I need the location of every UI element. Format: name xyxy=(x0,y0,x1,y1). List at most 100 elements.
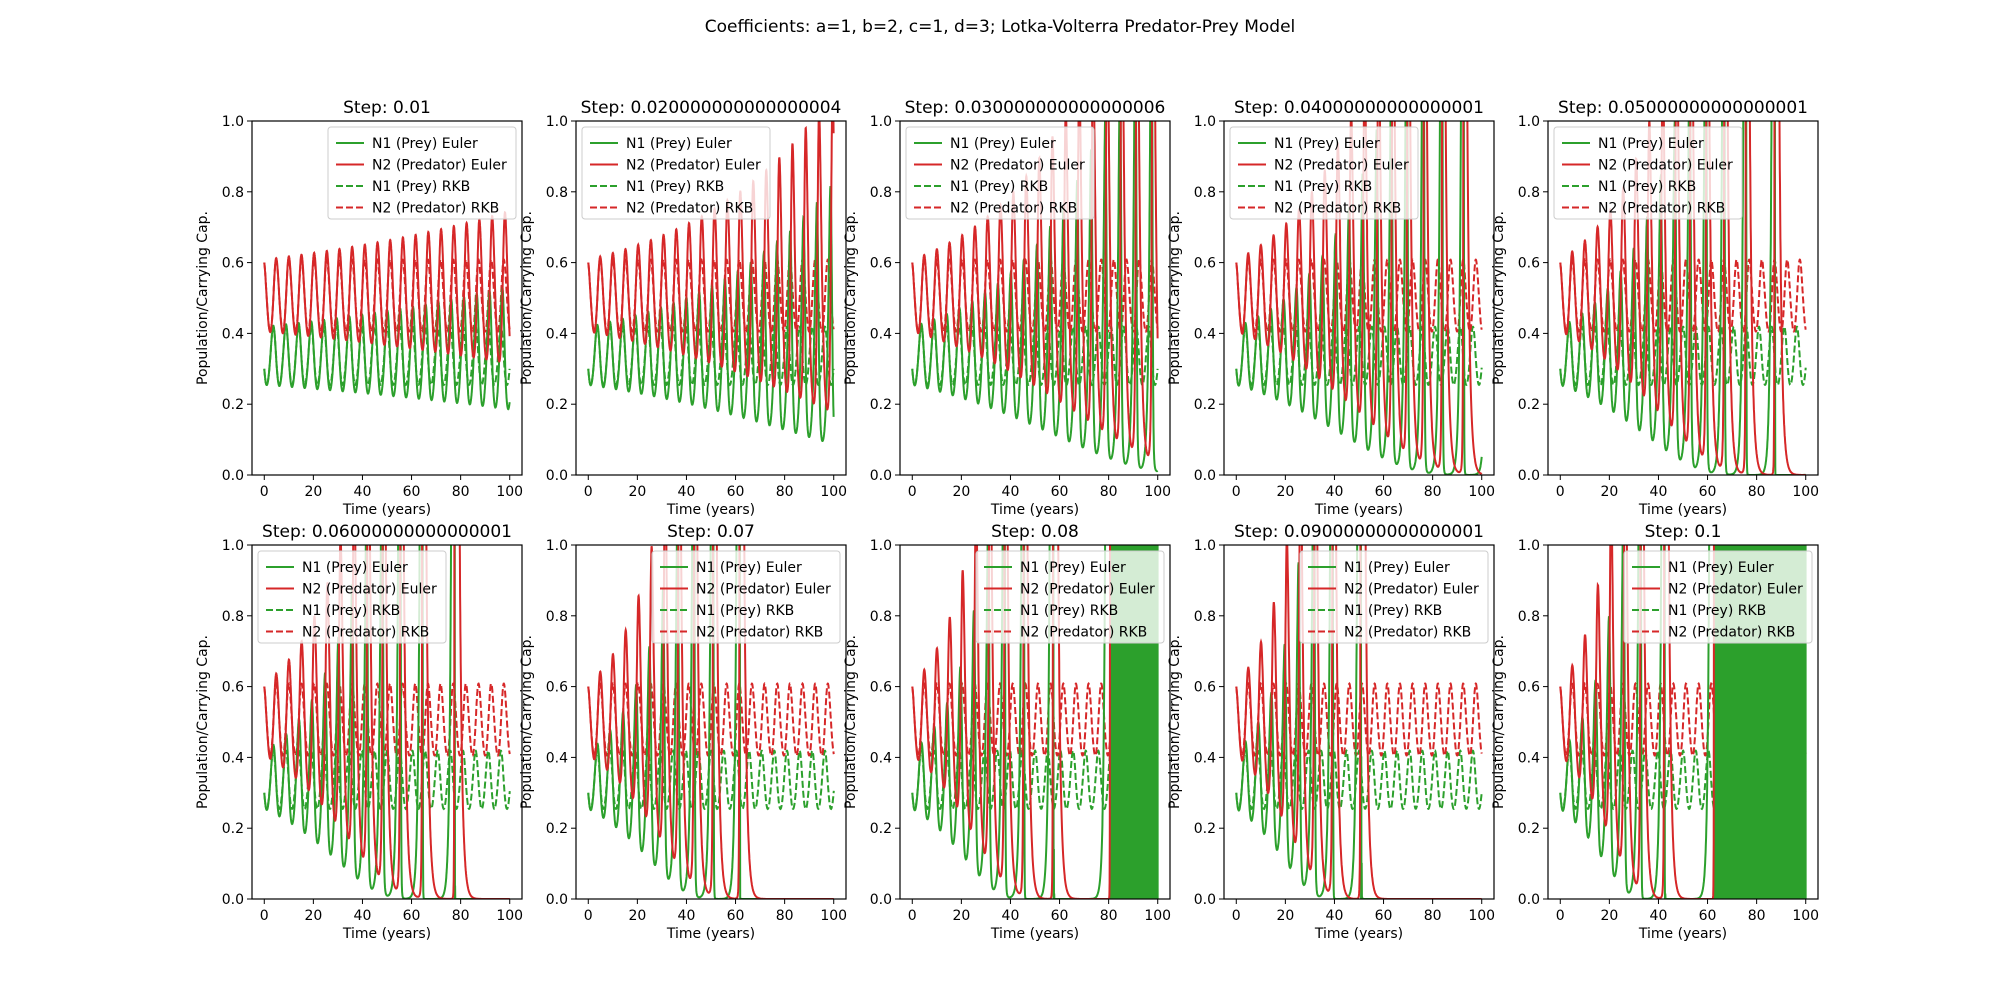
y-tick-label: 0.8 xyxy=(222,609,244,625)
y-axis-label: Population/Carrying Cap. xyxy=(519,211,535,385)
x-axis-label: Time (years) xyxy=(990,926,1079,942)
series-n1-prey-rkb xyxy=(911,749,1159,811)
legend-entry: N1 (Prey) RKB xyxy=(1020,603,1118,619)
legend-entry: N2 (Predator) RKB xyxy=(1020,625,1147,641)
series-n1-prey-rkb xyxy=(1235,749,1483,811)
x-tick-label: 100 xyxy=(1792,484,1819,500)
legend-entry: N1 (Prey) Euler xyxy=(1344,560,1450,576)
y-tick-label: 0.2 xyxy=(546,821,568,837)
legend-entry: N1 (Prey) Euler xyxy=(372,136,478,152)
y-tick-label: 0.4 xyxy=(546,750,568,766)
x-tick-label: 0 xyxy=(260,908,269,924)
legend-entry: N2 (Predator) Euler xyxy=(1598,158,1733,174)
series-lines xyxy=(263,545,511,899)
legend-entry: N1 (Prey) Euler xyxy=(1274,136,1380,152)
series-n2-predator-euler xyxy=(911,121,1159,457)
series-n1-prey-euler xyxy=(911,121,1159,473)
x-axis-label: Time (years) xyxy=(1638,502,1727,518)
legend-entry: N1 (Prey) Euler xyxy=(1020,560,1126,576)
x-axis-label: Time (years) xyxy=(1638,926,1727,942)
x-tick-label: 40 xyxy=(1326,908,1344,924)
subplot-title: Step: 0.05000000000000001 xyxy=(1558,98,1808,118)
series-lines xyxy=(587,121,835,442)
series-lines xyxy=(1559,121,1807,475)
subplot-grid: Step: 0.01 0 20 40 60 80 100 0.0 0.2 0.4 0.6 0.8 1.0… xyxy=(195,98,1819,942)
y-axis-label: Population/Carrying Cap. xyxy=(843,635,859,809)
y-tick-label: 0.6 xyxy=(870,256,892,272)
y-tick-label: 0.6 xyxy=(1518,256,1540,272)
x-tick-label: 0 xyxy=(1232,908,1241,924)
y-tick-label: 0.8 xyxy=(546,185,568,201)
y-tick-label: 0.0 xyxy=(546,468,568,484)
legend-entry: N2 (Predator) Euler xyxy=(1020,582,1155,598)
x-tick-label: 80 xyxy=(1100,908,1118,924)
x-axis-label: Time (years) xyxy=(342,926,431,942)
series-n2-predator-rkb xyxy=(1559,258,1807,333)
legend-box xyxy=(257,550,447,644)
y-tick-label: 1.0 xyxy=(546,538,568,554)
y-axis-label: Population/Carrying Cap. xyxy=(519,635,535,809)
x-axis-label: Time (years) xyxy=(666,926,755,942)
axes-frame xyxy=(1223,544,1495,900)
x-tick-label: 100 xyxy=(1792,908,1819,924)
x-tick-label: 0 xyxy=(260,484,269,500)
subplot-8: Step: 0.08 0 20 40 60 80 100 0.0 0.2 0.4 0.6 0.8 1.0… xyxy=(843,522,1171,942)
y-tick-label: 0.2 xyxy=(870,821,892,837)
x-tick-label: 40 xyxy=(678,908,696,924)
legend-entry: N2 (Predator) RKB xyxy=(1598,201,1725,217)
figure-title: Coefficients: a=1, b=2, c=1, d=3; Lotka-… xyxy=(705,17,1296,37)
x-tick-label: 80 xyxy=(1424,908,1442,924)
x-tick-label: 60 xyxy=(1051,484,1069,500)
legend-entry: N1 (Prey) RKB xyxy=(696,603,794,619)
y-tick-label: 0.8 xyxy=(222,185,244,201)
x-tick-label: 100 xyxy=(496,908,523,924)
series-n2-predator-euler xyxy=(263,210,511,363)
x-tick-label: 0 xyxy=(1556,908,1565,924)
y-tick-label: 0.2 xyxy=(1518,397,1540,413)
y-tick-label: 0.4 xyxy=(1518,750,1540,766)
legend-entry: N2 (Predator) Euler xyxy=(626,158,761,174)
x-tick-label: 40 xyxy=(1002,908,1020,924)
x-tick-label: 20 xyxy=(628,908,646,924)
y-tick-label: 1.0 xyxy=(870,114,892,130)
x-axis-label: Time (years) xyxy=(342,502,431,518)
legend-entry: N2 (Predator) Euler xyxy=(1274,158,1409,174)
x-tick-label: 60 xyxy=(1699,908,1717,924)
subplot-title: Step: 0.06000000000000001 xyxy=(262,522,512,542)
x-tick-label: 60 xyxy=(403,484,421,500)
legend: N1 (Prey) Euler N2 (Predator) Euler N1 (Pr… xyxy=(1553,126,1743,220)
legend-entry: N1 (Prey) Euler xyxy=(302,560,408,576)
legend-entry: N2 (Predator) Euler xyxy=(950,158,1085,174)
x-tick-label: 100 xyxy=(820,484,847,500)
series-lines xyxy=(1559,545,1807,899)
series-n2-predator-rkb xyxy=(587,681,835,757)
series-lines xyxy=(587,545,835,899)
subplot-title: Step: 0.01 xyxy=(343,98,431,118)
y-tick-label: 0.4 xyxy=(222,326,244,342)
y-axis-label: Population/Carrying Cap. xyxy=(1167,635,1183,809)
legend-box xyxy=(1229,126,1419,220)
legend-entry: N1 (Prey) Euler xyxy=(626,136,732,152)
subplot-6: Step: 0.06000000000000001 0 20 40 60 80 100 0.0… xyxy=(195,522,523,942)
y-tick-label: 0.2 xyxy=(1518,821,1540,837)
legend-entry: N2 (Predator) RKB xyxy=(626,201,753,217)
legend-entry: N1 (Prey) RKB xyxy=(1344,603,1442,619)
legend-entry: N2 (Predator) RKB xyxy=(950,201,1077,217)
y-tick-label: 0.8 xyxy=(870,609,892,625)
y-tick-label: 0.0 xyxy=(1194,468,1216,484)
x-tick-label: 20 xyxy=(952,484,970,500)
y-tick-label: 0.2 xyxy=(222,397,244,413)
subplot-title: Step: 0.030000000000000006 xyxy=(905,98,1166,118)
series-n2-predator-euler xyxy=(1235,121,1483,475)
y-tick-label: 0.4 xyxy=(222,750,244,766)
x-tick-label: 100 xyxy=(1144,908,1171,924)
series-n2-predator-euler xyxy=(587,121,835,411)
series-n1-prey-euler xyxy=(1559,121,1806,475)
legend: N1 (Prey) Euler N2 (Predator) Euler N1 (Pr… xyxy=(905,126,1095,220)
x-tick-label: 40 xyxy=(1650,484,1668,500)
y-tick-label: 0.8 xyxy=(1194,185,1216,201)
axes-frame xyxy=(899,544,1171,900)
legend-entry: N2 (Predator) Euler xyxy=(696,582,831,598)
series-n2-predator-euler xyxy=(1235,545,1482,899)
legend: N1 (Prey) Euler N2 (Predator) Euler N1 (Pr… xyxy=(975,550,1165,644)
